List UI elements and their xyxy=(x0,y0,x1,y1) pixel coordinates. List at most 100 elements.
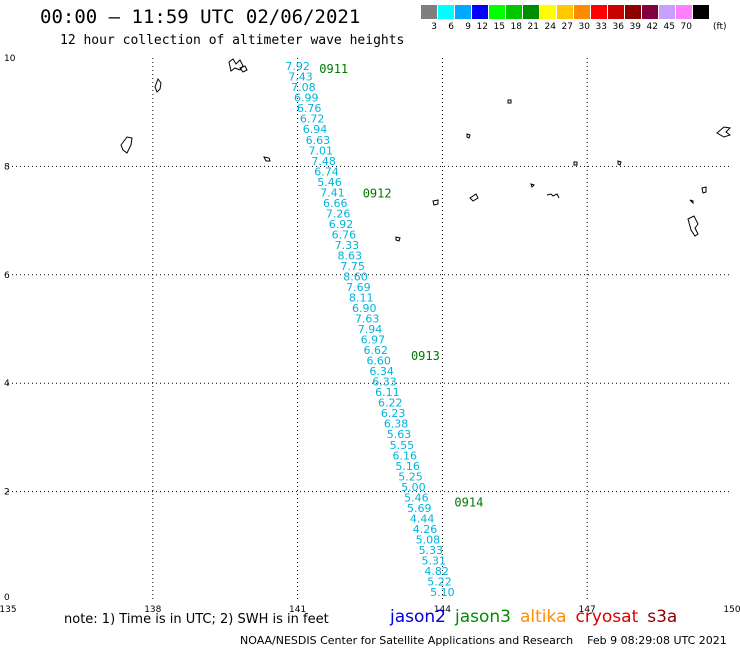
swh-value: 6.66 xyxy=(323,197,348,210)
island-outline xyxy=(716,126,732,138)
scale-label: 42 xyxy=(646,22,658,32)
scale-swatch xyxy=(523,5,540,19)
swh-value: 5.16 xyxy=(395,460,420,473)
swh-value: 6.90 xyxy=(352,302,377,315)
swh-value: 7.63 xyxy=(355,313,380,326)
island-outline xyxy=(263,156,271,162)
swh-value: 6.74 xyxy=(314,165,339,178)
lon-tick-label: 147 xyxy=(579,605,596,615)
swh-value: 7.01 xyxy=(309,144,334,157)
swh-value: 4.82 xyxy=(424,565,449,578)
scale-swatch xyxy=(455,5,472,19)
scale-label: 70 xyxy=(680,22,692,32)
island-outline xyxy=(530,183,535,188)
altimeter-track: 7.927.437.086.996.766.726.946.637.017.48… xyxy=(285,60,483,599)
lat-tick-label: 4 xyxy=(4,379,10,389)
scale-swatch xyxy=(574,5,591,19)
footnote: note: 1) Time is in UTC; 2) SWH is in fe… xyxy=(64,612,329,627)
island-outline xyxy=(432,199,439,206)
scale-label: 6 xyxy=(448,22,454,32)
lon-tick-label: 141 xyxy=(289,605,306,615)
swh-value: 5.00 xyxy=(401,481,426,494)
scale-label: 15 xyxy=(493,22,505,32)
island-outline xyxy=(689,199,694,205)
swh-value: 8.63 xyxy=(337,249,362,262)
swh-value: 6.97 xyxy=(361,334,386,347)
scale-unit: (ft) xyxy=(713,22,727,32)
scale-labels: 3 6 9 12 15 18 21 24 27 30 33 36 39 42 45 70 (ft) xyxy=(421,22,734,32)
swh-value: 5.63 xyxy=(387,428,412,441)
scale-swatch xyxy=(540,5,557,19)
swh-value: 6.23 xyxy=(381,407,406,420)
swh-value: 7.41 xyxy=(320,186,345,199)
island-outline xyxy=(466,133,471,139)
swh-value: 7.48 xyxy=(311,155,336,168)
island-outline xyxy=(228,58,244,72)
satellite-jason2: jason2 xyxy=(390,607,446,627)
swh-value: 6.33 xyxy=(372,376,397,389)
swh-value: 5.69 xyxy=(407,502,432,515)
swh-value: 6.60 xyxy=(366,355,391,368)
scale-swatch xyxy=(421,5,438,19)
axis-tick-labels: 135 138 141 144 147 150 0 2 4 6 8 10 xyxy=(0,54,740,615)
scale-swatch xyxy=(659,5,676,19)
swh-value: 6.62 xyxy=(364,344,389,357)
satellite-legend: jason2 jason3 altika cryosat s3a xyxy=(390,607,686,627)
scale-label: 21 xyxy=(527,22,539,32)
swh-value: 7.08 xyxy=(291,81,316,94)
lat-tick-label: 0 xyxy=(4,593,10,603)
lon-tick-label: 135 xyxy=(0,605,17,615)
swh-value: 7.92 xyxy=(285,60,310,73)
island-outline xyxy=(239,65,248,73)
scale-label: 33 xyxy=(595,22,607,32)
lat-lon-grid xyxy=(8,58,732,600)
track-time-label: 0914 xyxy=(454,495,483,509)
swh-value: 7.75 xyxy=(340,260,365,273)
island-outline xyxy=(701,186,707,194)
generated-timestamp: Feb 9 08:29:08 UTC 2021 xyxy=(587,634,727,647)
wave-height-color-scale: 3 6 9 12 15 18 21 24 27 30 33 36 39 42 45 70 (ft) xyxy=(421,5,734,32)
credit-text: NOAA/NESDIS Center for Satellite Applica… xyxy=(240,634,574,647)
swh-value: 5.46 xyxy=(404,491,429,504)
satellite-cryosat: cryosat xyxy=(575,607,639,627)
scale-label: 9 xyxy=(465,22,471,32)
scale-label: 39 xyxy=(629,22,641,32)
lat-tick-label: 2 xyxy=(4,488,10,498)
island-outline xyxy=(120,136,133,154)
scale-swatch xyxy=(506,5,523,19)
swh-value: 6.16 xyxy=(393,449,418,462)
scale-swatch xyxy=(608,5,625,19)
swh-value: 7.43 xyxy=(288,71,313,84)
track-time-label: 0912 xyxy=(363,187,392,201)
swh-value: 5.22 xyxy=(427,575,452,588)
swh-value: 5.31 xyxy=(421,554,446,567)
swh-value: 7.69 xyxy=(346,281,371,294)
swh-value: 5.08 xyxy=(416,533,441,546)
island-outline xyxy=(617,160,622,166)
color-swatches xyxy=(421,5,734,19)
swh-value: 6.94 xyxy=(303,123,328,136)
swh-value: 7.26 xyxy=(326,207,351,220)
island-outline xyxy=(507,99,512,104)
swh-value: 6.99 xyxy=(294,92,319,105)
lat-tick-label: 6 xyxy=(4,271,10,281)
scale-label: 18 xyxy=(510,22,522,32)
swh-value: 6.76 xyxy=(297,102,322,115)
swh-value: 5.55 xyxy=(390,439,415,452)
scale-label: 27 xyxy=(561,22,573,32)
swh-value: 6.34 xyxy=(369,365,394,378)
island-outline xyxy=(546,193,560,199)
swh-value: 6.72 xyxy=(300,113,325,126)
scale-swatch xyxy=(472,5,489,19)
lon-tick-label: 144 xyxy=(434,605,451,615)
lat-tick-label: 10 xyxy=(4,54,16,64)
island-outline xyxy=(687,215,699,237)
satellite-altika: altika xyxy=(520,607,567,627)
swh-value: 8.60 xyxy=(343,270,368,283)
scale-label: 12 xyxy=(476,22,488,32)
scale-label: 3 xyxy=(431,22,437,32)
swh-value: 6.76 xyxy=(332,228,357,241)
coastlines xyxy=(120,58,732,242)
lon-tick-label: 138 xyxy=(144,605,161,615)
